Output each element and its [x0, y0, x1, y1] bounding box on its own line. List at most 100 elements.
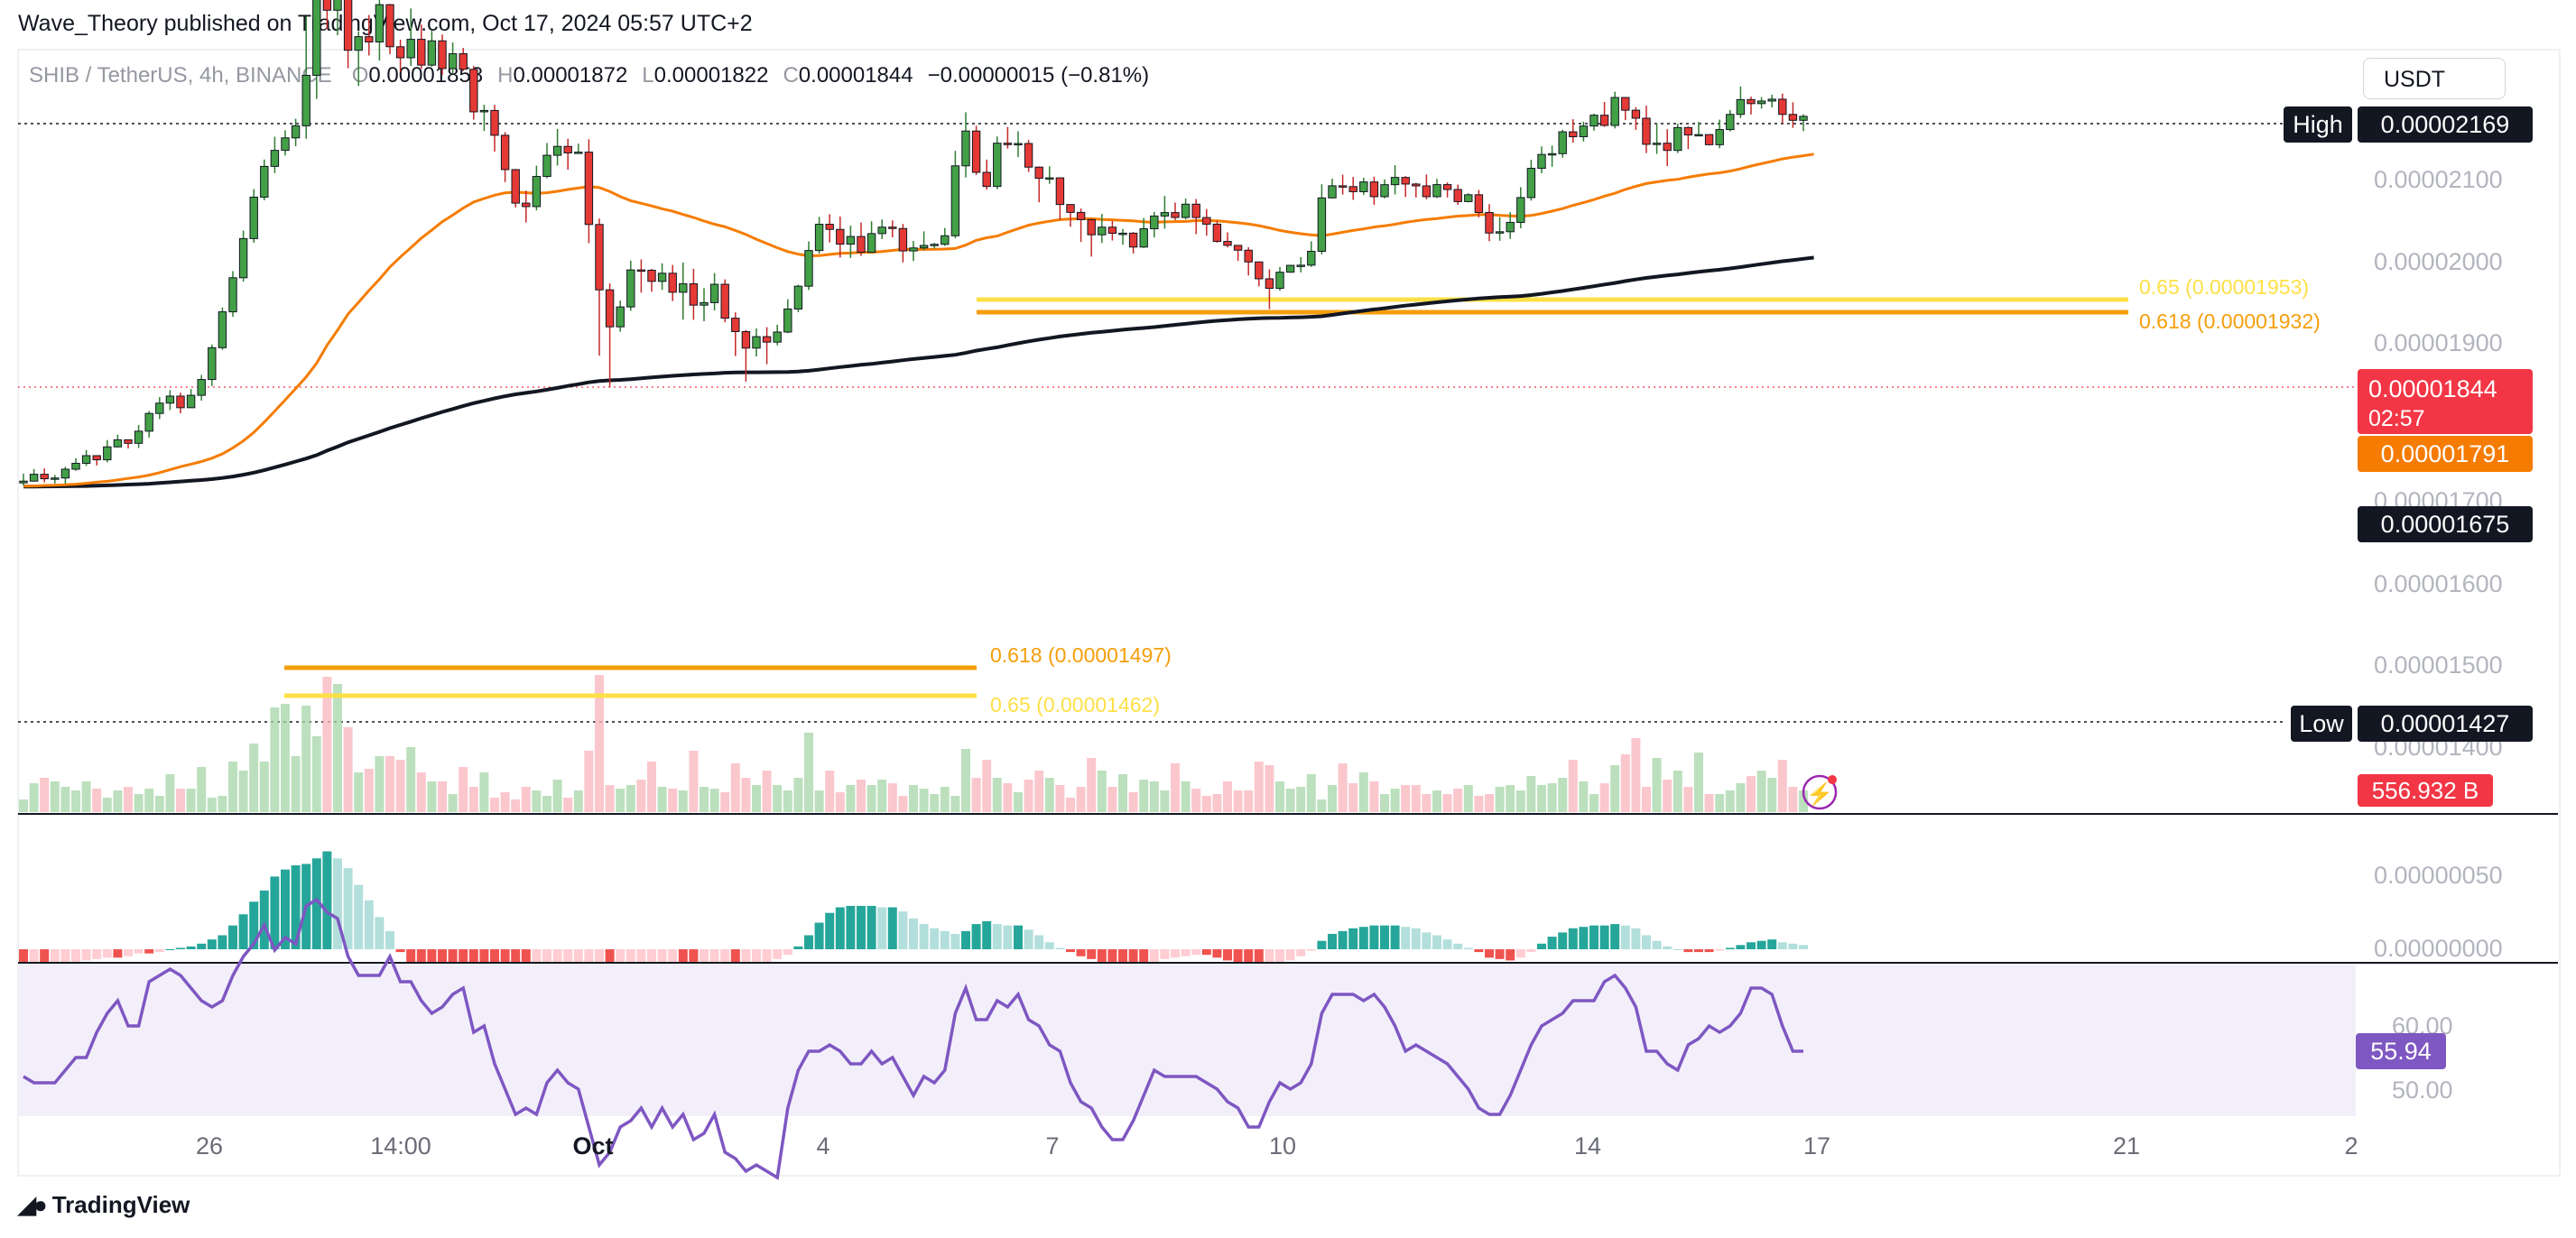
macd-histogram-bar [1265, 949, 1274, 962]
candle-body [469, 69, 478, 113]
candle-body [814, 224, 824, 252]
volume-bar [1118, 774, 1127, 812]
candle-body [1442, 184, 1452, 190]
candle-body [103, 446, 112, 461]
volume-bar [1358, 772, 1368, 812]
currency-selector[interactable]: USDT [2363, 58, 2506, 99]
macd-histogram-bar [1526, 949, 1536, 953]
macd-histogram-bar [249, 901, 259, 949]
volume-bar [992, 778, 1002, 812]
macd-histogram-bar [1097, 949, 1107, 962]
macd-histogram-bar [1683, 949, 1693, 953]
macd-histogram-bar [1076, 949, 1086, 956]
candle-body [1390, 177, 1400, 186]
candle-body [1380, 184, 1389, 198]
candle-body [500, 134, 510, 171]
ema50-line [23, 152, 1814, 488]
chart-frame [17, 49, 2561, 1177]
macd-histogram-bar [1212, 949, 1222, 958]
time-axis-tick: 7 [1045, 1132, 1059, 1159]
macd-histogram-bar [1317, 940, 1327, 949]
volume-bar [134, 794, 144, 812]
candle-body [1087, 218, 1096, 236]
macd-histogram-bar [1380, 925, 1389, 949]
volume-bar [573, 790, 583, 812]
candle-body [1747, 98, 1756, 105]
volume-bar [793, 778, 803, 812]
volume-bar [375, 756, 385, 812]
volume-bar [1799, 790, 1808, 812]
low-label: L [642, 63, 654, 88]
candle-body [522, 202, 531, 208]
volume-bar [919, 789, 929, 812]
symbol-name[interactable]: SHIB / TetherUS, 4h, BINANCE [29, 63, 332, 88]
candle-body [1401, 177, 1410, 185]
volume-bar [877, 780, 887, 812]
volume-bar [982, 760, 992, 812]
macd-histogram-bar [186, 946, 196, 949]
volume-bar [762, 771, 772, 812]
macd-histogram-bar [92, 949, 102, 959]
candle-body [19, 480, 28, 484]
volume-bar [930, 794, 940, 812]
candle-body [375, 4, 385, 43]
time-axis-tick: 2 [2344, 1132, 2358, 1159]
volume-bar [176, 789, 185, 812]
candle-body [208, 346, 217, 381]
macd-histogram-bar [375, 917, 385, 949]
volume-bar [395, 760, 405, 812]
candle-body [1412, 183, 1421, 187]
volume-bar [1442, 794, 1452, 812]
volume-bar [1285, 789, 1295, 812]
volume-bar [448, 794, 458, 812]
volume-bar [228, 762, 237, 812]
time-axis-tick: 10 [1269, 1132, 1296, 1159]
candle-body [1066, 204, 1075, 213]
volume-bar [1348, 783, 1358, 812]
candle-body [825, 224, 834, 230]
macd-histogram-bar [448, 949, 458, 962]
low-label-badge-bg [2291, 706, 2352, 742]
macd-histogram-bar [281, 869, 290, 949]
volume-bar [1044, 778, 1054, 812]
candle-body [228, 277, 237, 313]
volume-bar [291, 756, 301, 812]
candle-body [961, 130, 970, 167]
macd-histogram-bar [354, 884, 364, 949]
macd-histogram-bar [1756, 940, 1766, 949]
macd-histogram-bar [573, 949, 583, 962]
candle-body [40, 474, 49, 480]
volume-bar [909, 785, 918, 812]
macd-histogram-bar [1725, 947, 1735, 949]
candle-body [1338, 185, 1348, 188]
volume-bar [1149, 781, 1159, 812]
time-axis-tick: 14:00 [370, 1132, 431, 1159]
volume-bar [521, 787, 531, 812]
volume-bar [354, 772, 364, 812]
candle-body [1076, 211, 1086, 220]
candle-body [1569, 131, 1578, 138]
macd-histogram-bar [668, 949, 678, 962]
macd-histogram-bar [1422, 932, 1432, 949]
ema50-price-badge: 0.00001791 [2381, 440, 2510, 467]
candle-body [1610, 97, 1619, 126]
open-label: O [351, 63, 369, 88]
volume-bar [92, 789, 102, 812]
macd-histogram-bar [1401, 927, 1411, 949]
macd-histogram-bar [40, 949, 50, 962]
volume-bar [1055, 785, 1065, 812]
candle-body [563, 145, 572, 153]
candle-body [689, 283, 699, 306]
low-value-badge: 0.00001427 [2381, 710, 2510, 737]
tradingview-logo[interactable]: ◢● TradingView [18, 1191, 190, 1219]
macd-histogram-bar [1044, 942, 1054, 949]
candle-body [866, 233, 876, 254]
macd-histogram-bar [689, 949, 699, 962]
macd-histogram-bar [741, 949, 751, 962]
volume-bar [1432, 790, 1441, 812]
volume-bar [700, 787, 709, 812]
volume-bar [1233, 790, 1243, 812]
last-price-badge-bg [2358, 369, 2533, 434]
volume-bar [1788, 787, 1798, 812]
